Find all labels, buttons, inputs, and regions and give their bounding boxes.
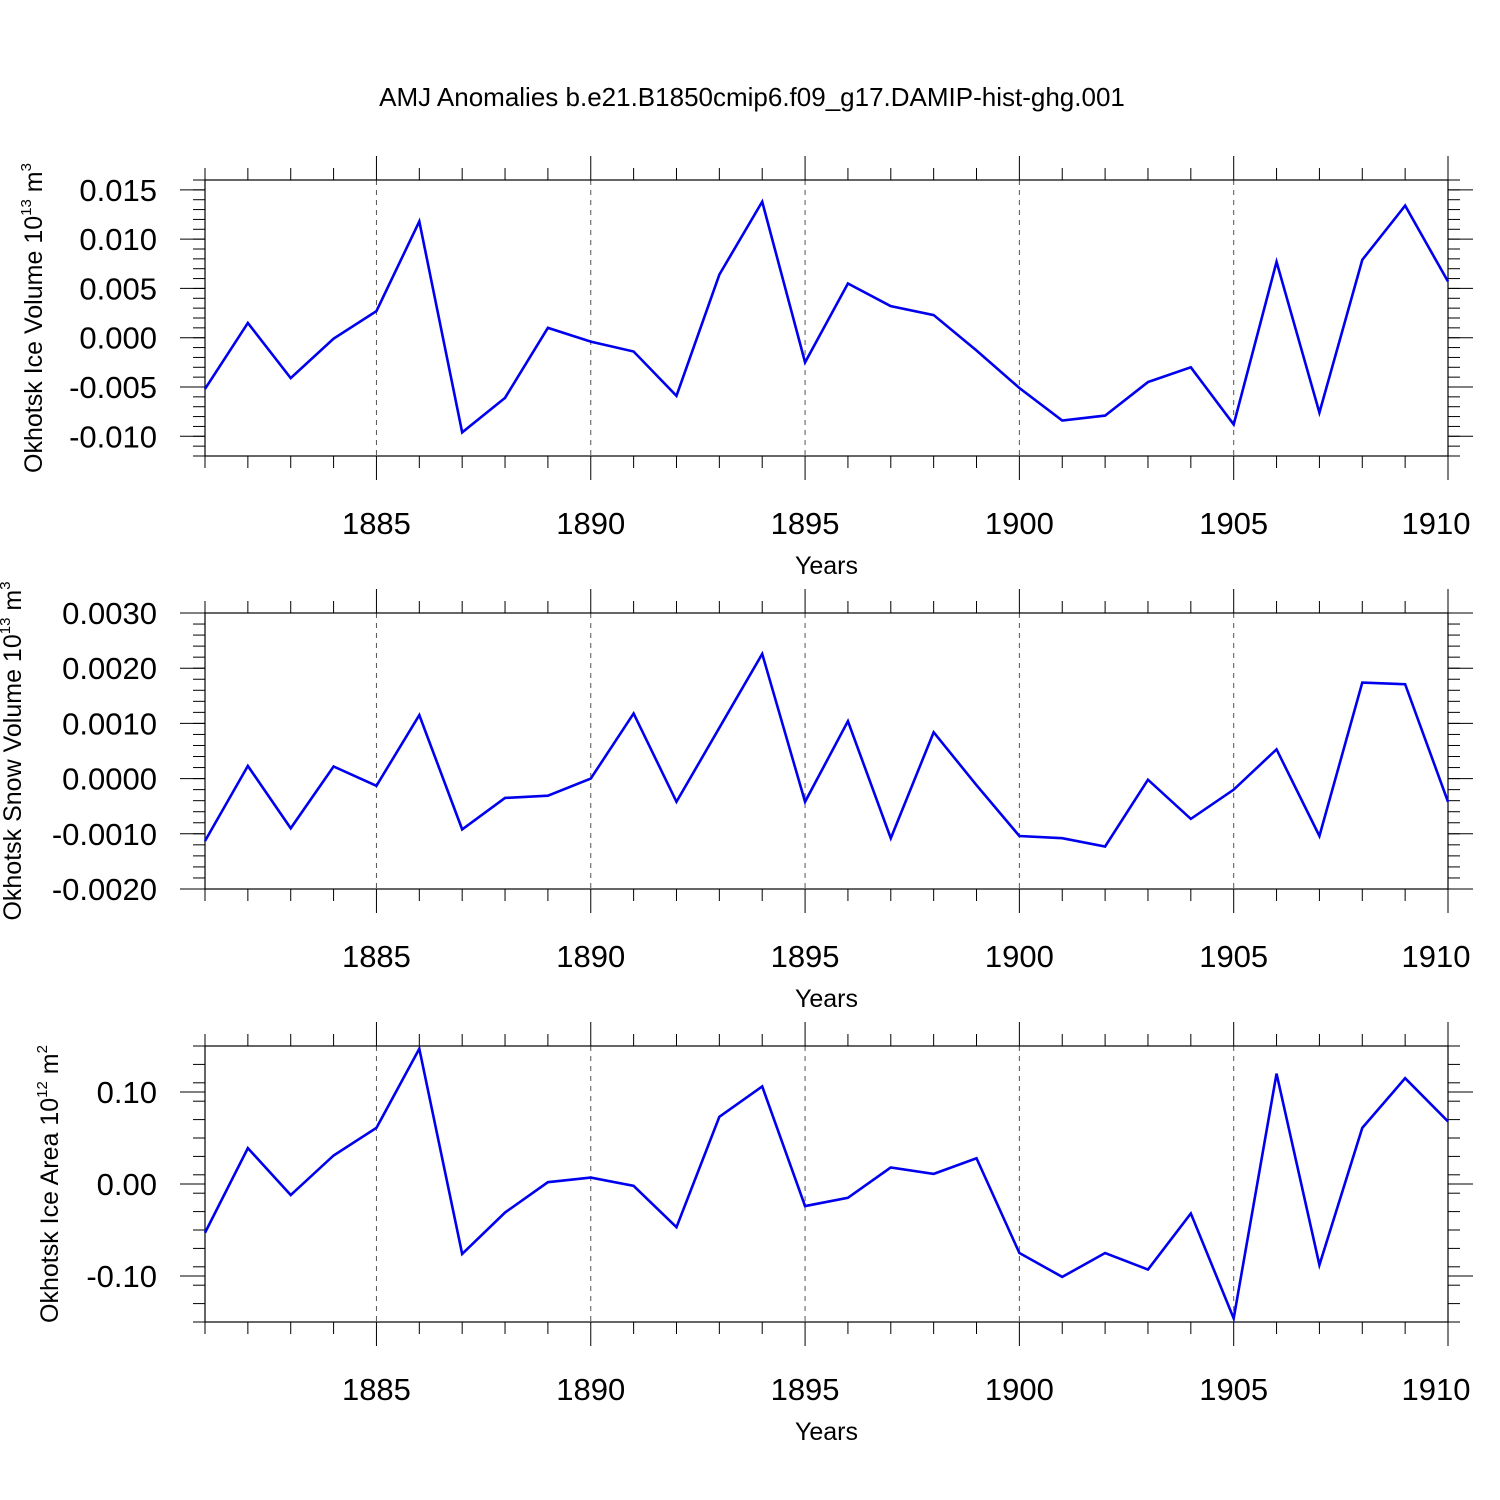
- y-tick-label: 0.0010: [62, 706, 157, 741]
- x-tick-label: 1905: [1199, 506, 1268, 541]
- y-tick-label: 0.010: [79, 222, 157, 257]
- x-tick-label: 1885: [342, 506, 411, 541]
- y-tick-label: 0.005: [79, 271, 157, 306]
- x-axis-label: Years: [795, 985, 858, 1013]
- y-axis-label-superscript: 13: [18, 199, 35, 216]
- plot-frame: [204, 612, 1449, 890]
- x-tick-label: 1890: [556, 939, 625, 974]
- series-line: [203, 1045, 1449, 1323]
- x-tick-label: 1895: [771, 506, 840, 541]
- y-axis-label-superscript: 3: [18, 163, 35, 171]
- x-axis-label: Years: [795, 1418, 858, 1446]
- y-axis-label-text: Okhotsk Ice Area 10: [36, 1098, 64, 1323]
- y-axis-label-text: Okhotsk Snow Volume 10: [0, 634, 27, 920]
- x-tick-label: 1900: [985, 939, 1054, 974]
- plot-frame: [204, 1045, 1449, 1323]
- y-axis-label-superscript: 12: [34, 1081, 51, 1098]
- y-tick-label: 0.015: [79, 173, 157, 208]
- x-tick-label: 1910: [1402, 506, 1471, 541]
- x-tick-label: 1890: [556, 506, 625, 541]
- y-tick-label: 0.0000: [62, 762, 157, 797]
- x-tick-label: 1910: [1402, 939, 1471, 974]
- series-line: [203, 198, 1450, 435]
- series-line: [203, 650, 1450, 848]
- panel-3: -0.10 0.00 0.10 1885 1890 1895 1900 1905 1910 Yea…: [34, 1022, 1473, 1446]
- x-tick-label: 1900: [985, 1372, 1054, 1407]
- x-tick-label: 1890: [556, 1372, 625, 1407]
- y-tick-label: 0.0020: [62, 651, 157, 686]
- x-tick-label: 1910: [1402, 1372, 1471, 1407]
- y-tick-label: 0.00: [97, 1167, 157, 1202]
- y-tick-label: 0.0030: [62, 596, 157, 631]
- x-tick-label: 1885: [342, 939, 411, 974]
- x-tick-label: 1895: [771, 939, 840, 974]
- y-axis-label-text: m: [20, 171, 48, 199]
- x-tick-label: 1885: [342, 1372, 411, 1407]
- y-axis-label-superscript: 3: [0, 581, 14, 589]
- y-tick-label: -0.005: [69, 370, 157, 405]
- y-tick-label: -0.010: [69, 419, 157, 454]
- y-axis-label: Okhotsk Snow Volume 1013 m3: [0, 581, 27, 920]
- y-axis-label: Okhotsk Ice Area 1012 m2: [34, 1045, 64, 1323]
- y-tick-label: -0.10: [86, 1259, 157, 1294]
- y-tick-label: -0.0020: [52, 872, 157, 907]
- y-axis-label-text: m: [36, 1053, 64, 1081]
- y-axis-label-superscript: 13: [0, 618, 14, 635]
- y-axis-label: Okhotsk Ice Volume 1013 m3: [18, 163, 48, 473]
- x-tick-label: 1905: [1199, 1372, 1268, 1407]
- chart-title: AMJ Anomalies b.e21.B1850cmip6.f09_g17.D…: [379, 82, 1125, 112]
- x-axis-label: Years: [795, 552, 858, 580]
- y-tick-label: 0.000: [79, 321, 157, 356]
- panel-1: -0.010 -0.005 0.000 0.005 0.010 0.015 1885 1890…: [18, 156, 1473, 580]
- panel-2: -0.0020 -0.0010 0.0000 0.0010 0.0020 0.0030 18…: [0, 581, 1473, 1013]
- x-tick-label: 1895: [771, 1372, 840, 1407]
- y-axis-label-superscript: 2: [34, 1045, 51, 1053]
- x-tick-label: 1905: [1199, 939, 1268, 974]
- x-tick-label: 1900: [985, 506, 1054, 541]
- y-tick-label: 0.10: [97, 1075, 157, 1110]
- y-tick-label: -0.0010: [52, 817, 157, 852]
- y-axis-label-text: m: [0, 590, 27, 618]
- y-axis-label-text: Okhotsk Ice Volume 10: [20, 216, 48, 473]
